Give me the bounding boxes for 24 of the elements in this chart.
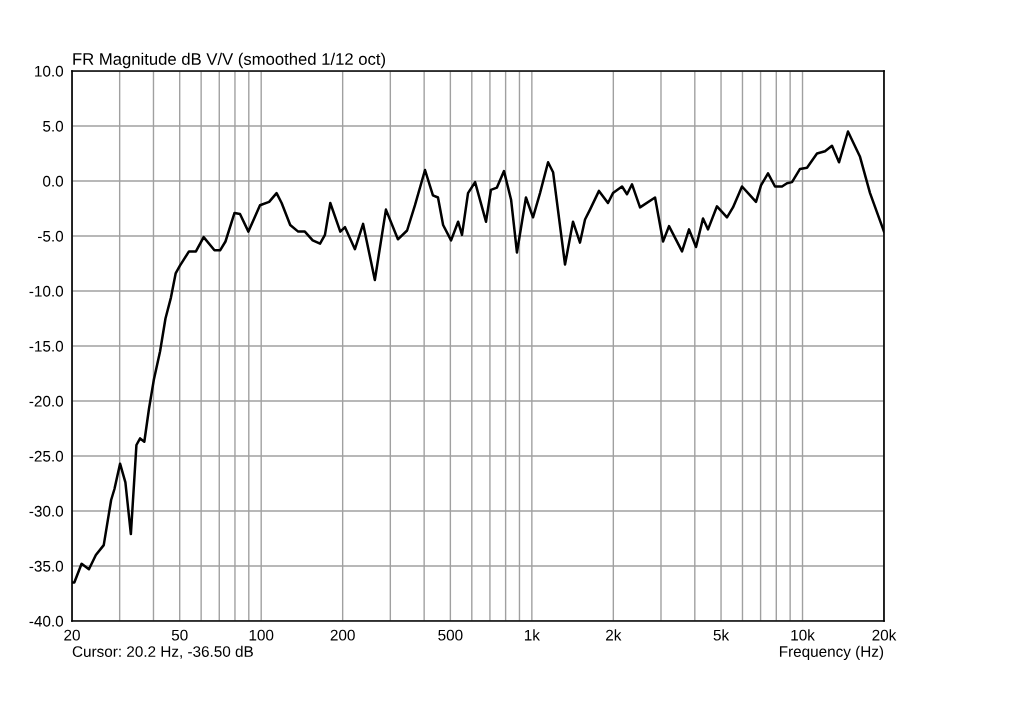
chart-title: FR Magnitude dB V/V (smoothed 1/12 oct) [73, 52, 386, 69]
x-tick-label: 100 [249, 629, 274, 641]
x-tick-label: 20k [872, 629, 897, 641]
y-tick-label: -35.0 [29, 560, 64, 572]
text: Cursor: 20.2 Hz, -36.50 dB [72, 645, 253, 659]
x-tick-label: 50 [171, 629, 188, 641]
x-axis-title: Frequency (Hz) [779, 645, 884, 660]
x-tick-label: 500 [438, 629, 463, 641]
x-tick-label: 1k [524, 629, 540, 641]
x-tick-label: 20 [64, 629, 80, 641]
y-tick-label: -5.0 [38, 230, 64, 242]
x-tick-label: 5k [713, 629, 730, 641]
y-tick-label: -20.0 [29, 395, 64, 407]
y-tick-label: -40.0 [29, 615, 64, 627]
x-tick-label: 200 [330, 629, 355, 641]
y-tick-label: 5.0 [43, 120, 64, 132]
y-tick-label: -25.0 [29, 450, 64, 462]
y-tick-label: 10.0 [35, 65, 64, 77]
x-tick-label: 10k [791, 629, 815, 641]
x-tick-label: 2k [606, 629, 622, 641]
y-tick-label: -10.0 [29, 285, 64, 297]
y-tick-label: -15.0 [29, 340, 64, 352]
y-tick-label: -30.0 [29, 505, 64, 517]
y-tick-label: 0.0 [43, 175, 64, 187]
